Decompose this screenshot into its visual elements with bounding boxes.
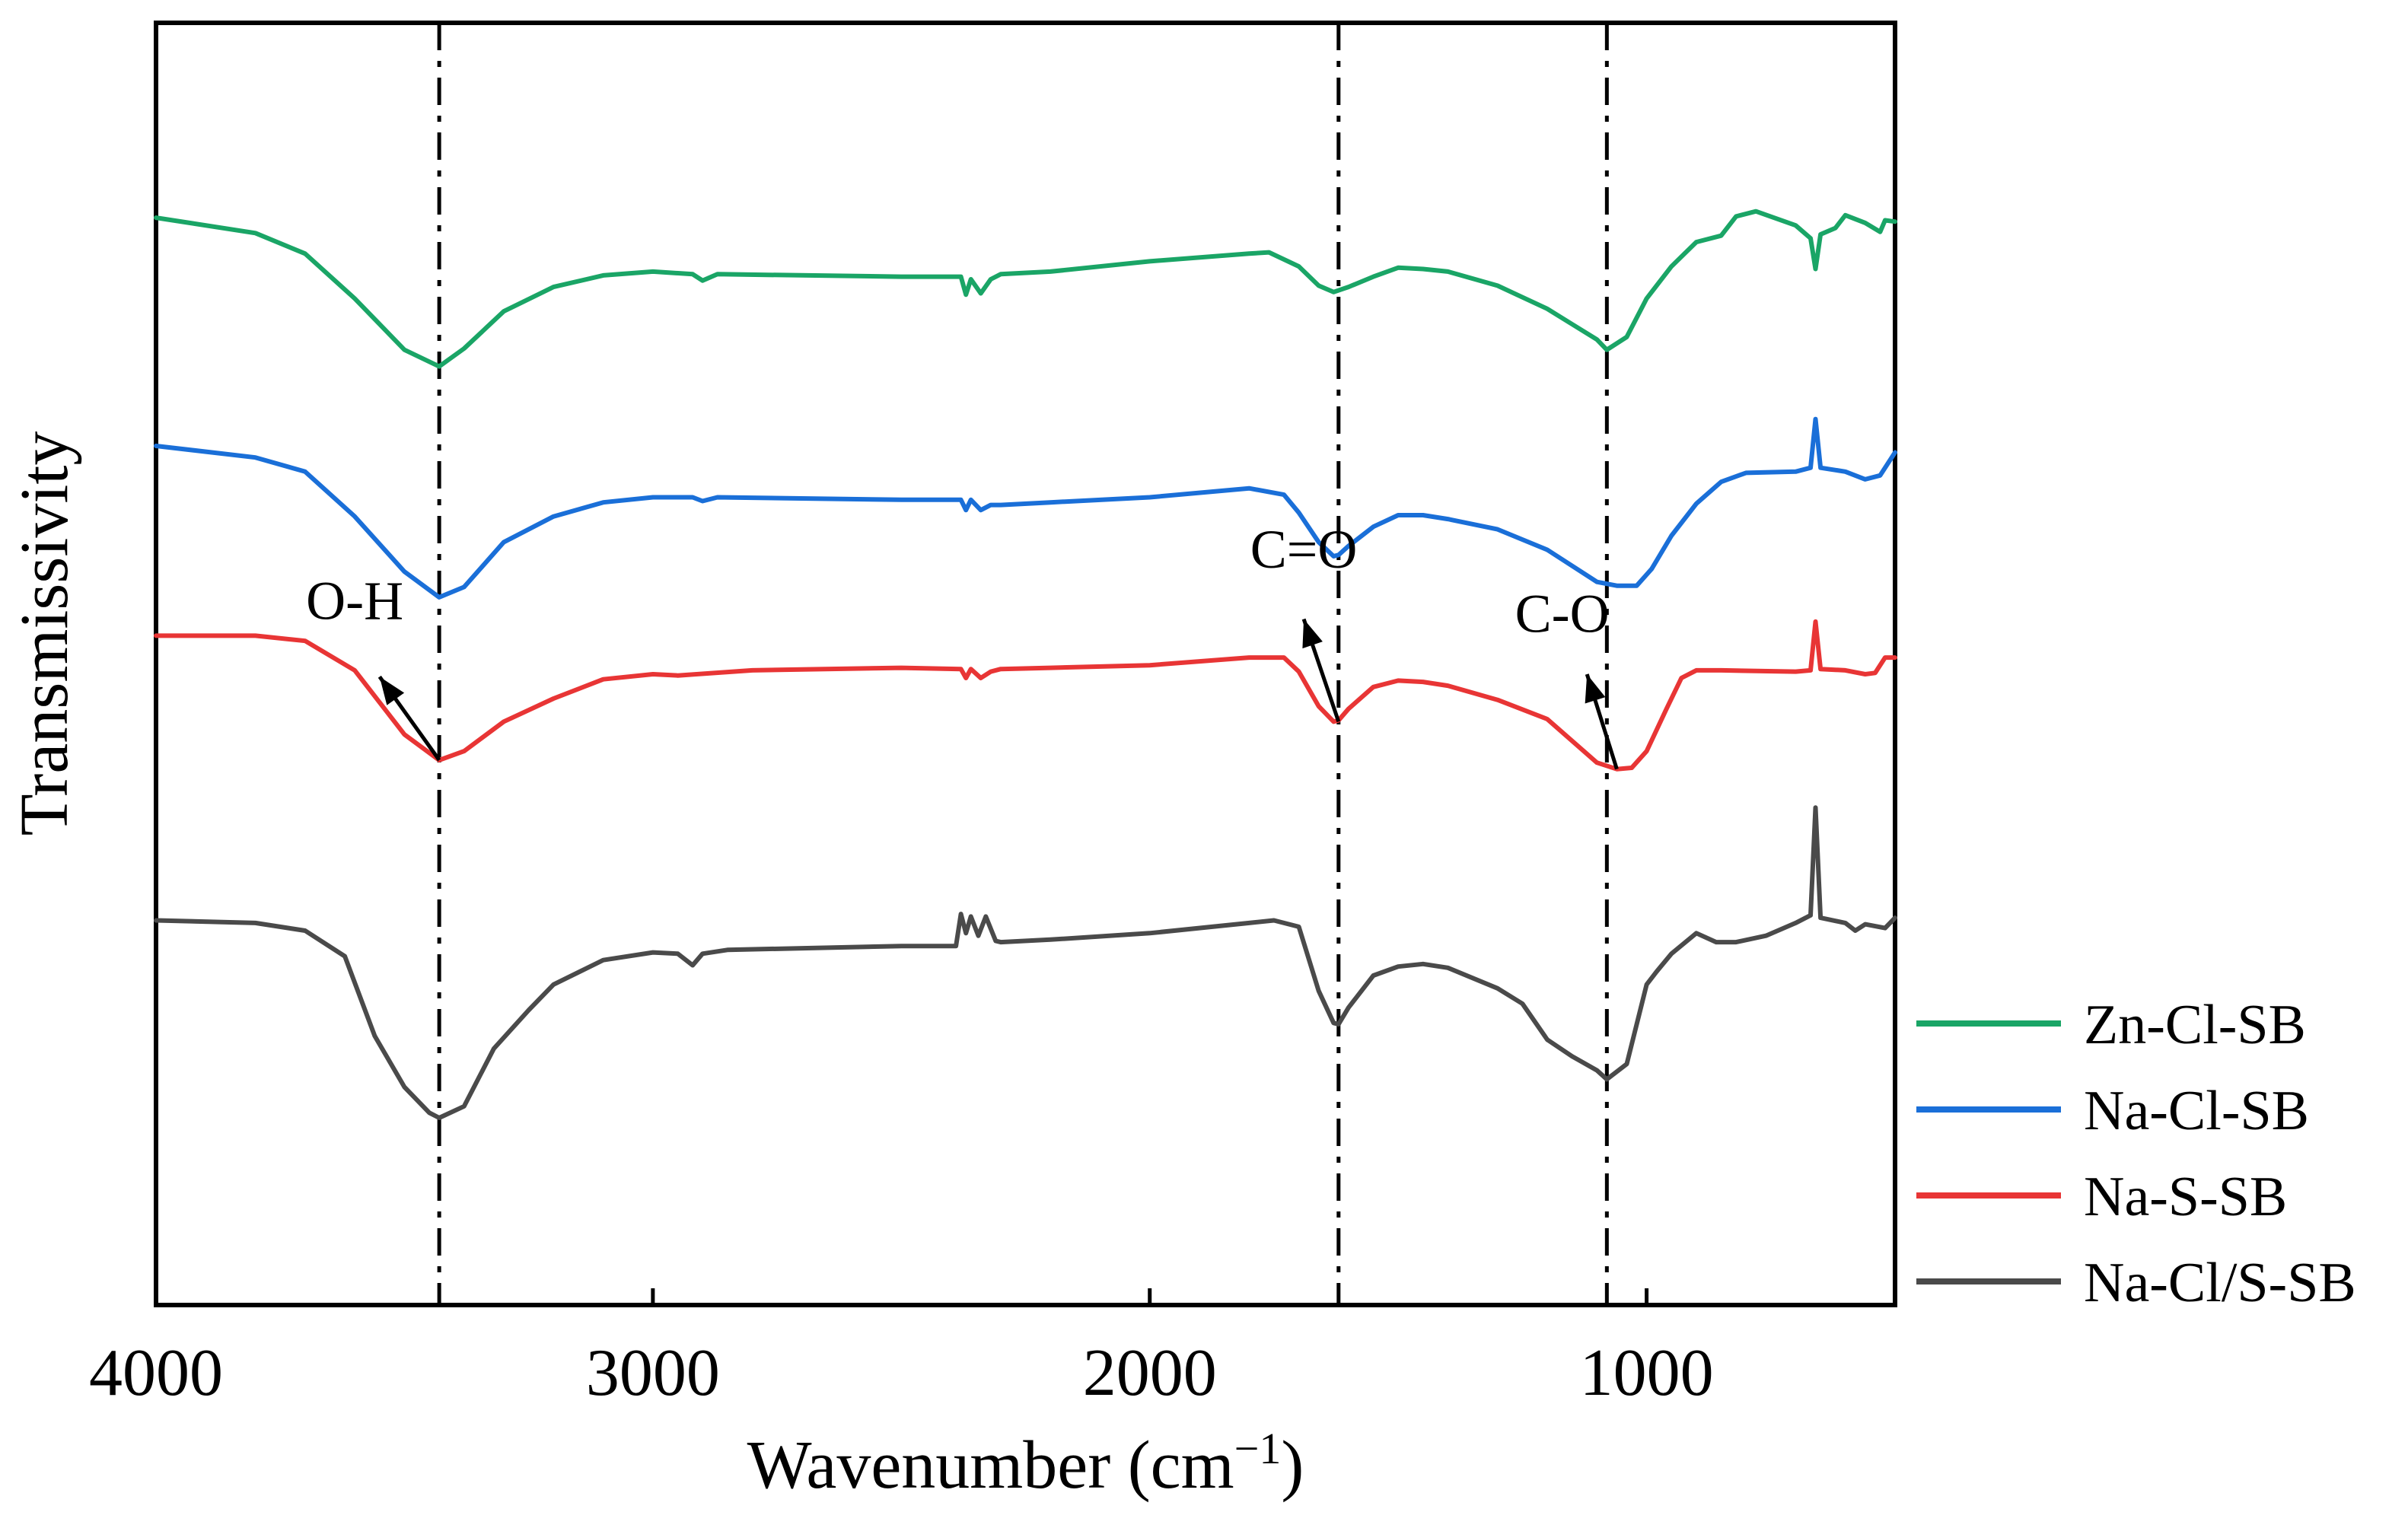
annotation-label-3: C-O bbox=[1515, 583, 1610, 644]
legend-label-2: Na-Cl-SB bbox=[2084, 1080, 2309, 1142]
annotation-arrowhead-1 bbox=[379, 676, 405, 705]
series-lines bbox=[154, 209, 1897, 1120]
legend-label-4: Na-Cl/S-SB bbox=[2084, 1252, 2356, 1314]
series-line-na-cl-s-sb bbox=[154, 805, 1897, 1120]
x-axis-ticks: 4000 3000 2000 1000 bbox=[89, 1288, 1714, 1410]
series-line-zn-cl-sb bbox=[154, 209, 1897, 369]
x-tick-label-2000: 2000 bbox=[1083, 1336, 1217, 1410]
x-tick-label-3000: 3000 bbox=[586, 1336, 720, 1410]
annotation-arrowhead-2 bbox=[1302, 619, 1323, 649]
x-axis-title: Wavenumber (cm−1) bbox=[747, 1424, 1304, 1503]
legend-label-3: Na-S-SB bbox=[2084, 1166, 2287, 1228]
x-tick-label-4000: 4000 bbox=[89, 1336, 223, 1410]
annotation-label-2: C=O bbox=[1250, 519, 1358, 580]
legend: Zn-Cl-SB Na-Cl-SB Na-S-SB Na-Cl/S-SB bbox=[1916, 994, 2356, 1314]
legend-label-1: Zn-Cl-SB bbox=[2084, 994, 2306, 1056]
annotation-label-1: O-H bbox=[306, 571, 403, 632]
annotation-arrowhead-3 bbox=[1585, 673, 1606, 704]
series-line-na-s-sb bbox=[154, 619, 1897, 772]
x-tick-label-1000: 1000 bbox=[1580, 1336, 1714, 1410]
plot-frame bbox=[154, 21, 1897, 1307]
y-axis-title: Transmissivity bbox=[7, 431, 82, 836]
series-line-na-cl-sb bbox=[154, 416, 1897, 600]
reference-lines bbox=[437, 23, 1609, 1305]
annotations: O-H C=O C-O bbox=[306, 519, 1619, 770]
